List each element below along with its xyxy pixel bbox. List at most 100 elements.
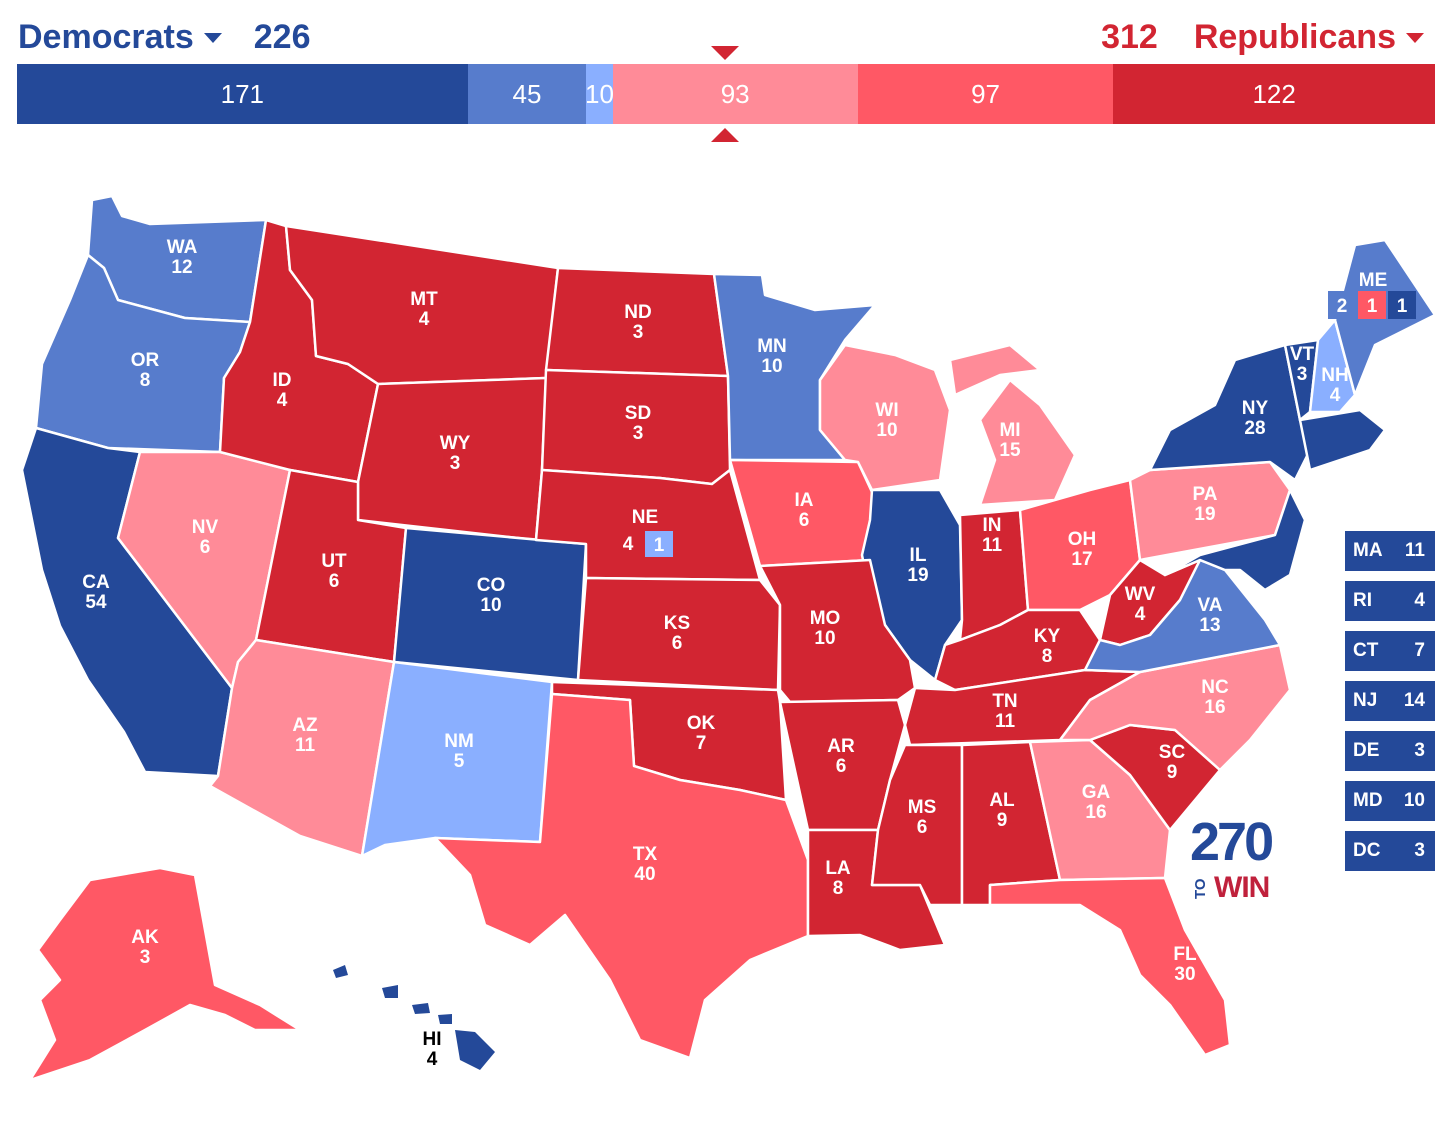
- state-label-fl: FL: [1173, 944, 1197, 965]
- small-state-abbr: RI: [1353, 590, 1372, 611]
- state-wv[interactable]: WV4: [1098, 558, 1202, 647]
- me-district-c-ev: 1: [1397, 296, 1408, 317]
- state-label-la: LA: [825, 858, 851, 879]
- state-label-ca: CA: [82, 572, 110, 593]
- republicans-dropdown[interactable]: 312 Republicans: [1101, 18, 1434, 57]
- ne-district-box[interactable]: [645, 531, 673, 557]
- state-ev-mn: 10: [761, 356, 782, 377]
- state-ev-ky: 8: [1042, 646, 1053, 667]
- state-wy[interactable]: WY3: [356, 376, 548, 542]
- state-ev-vt: 3: [1297, 364, 1308, 385]
- small-state-ct[interactable]: CT 7: [1345, 631, 1435, 671]
- state-ev-ak: 3: [140, 947, 151, 968]
- state-label-ky: KY: [1034, 626, 1061, 647]
- state-la[interactable]: LA8: [806, 828, 947, 952]
- democrats-label: Democrats: [18, 18, 194, 56]
- state-ev-ar: 6: [836, 756, 847, 777]
- state-label-sd: SD: [625, 403, 651, 424]
- state-ev-ks: 6: [672, 633, 683, 654]
- state-ev-ca: 54: [85, 592, 107, 613]
- state-ev-ia: 6: [799, 510, 810, 531]
- state-label-il: IL: [910, 545, 927, 566]
- small-state-de[interactable]: DE 3: [1345, 731, 1435, 771]
- state-ev-wa: 12: [171, 257, 192, 278]
- state-label-hi: HI: [423, 1029, 442, 1050]
- state-ks[interactable]: KS6: [576, 576, 782, 692]
- state-label-ok: OK: [687, 713, 716, 734]
- state-ev-tn: 11: [995, 711, 1016, 732]
- state-ev-ne: 4: [623, 534, 634, 555]
- bar-segment-lean-dem: 10: [586, 64, 613, 124]
- state-label-ga: GA: [1082, 782, 1111, 803]
- caret-down-icon: [1406, 32, 1424, 43]
- state-label-nm: NM: [444, 731, 474, 752]
- me-district-c[interactable]: [1388, 291, 1416, 319]
- state-ev-oh: 17: [1071, 549, 1092, 570]
- state-label-tx: TX: [633, 844, 658, 865]
- small-state-ri[interactable]: RI 4: [1345, 581, 1435, 621]
- state-nd[interactable]: ND3: [544, 266, 730, 378]
- small-state-abbr: NJ: [1353, 690, 1378, 711]
- state-ev-nc: 16: [1204, 697, 1225, 718]
- state-me[interactable]: ME 2 1 1: [1328, 238, 1437, 397]
- state-ky[interactable]: KY8: [933, 608, 1102, 692]
- state-label-vt: VT: [1290, 344, 1315, 365]
- state-label-ny: NY: [1242, 398, 1269, 419]
- small-state-ev: 3: [1414, 740, 1425, 761]
- state-ev-nv: 6: [200, 537, 211, 558]
- state-label-az: AZ: [292, 715, 318, 736]
- state-md-de-nj[interactable]: [1163, 488, 1307, 592]
- small-state-ev: 3: [1414, 840, 1425, 861]
- state-ev-wy: 3: [450, 453, 461, 474]
- state-nh[interactable]: NH4: [1308, 318, 1357, 414]
- state-label-id: ID: [273, 370, 292, 391]
- small-state-nj[interactable]: NJ 14: [1345, 681, 1435, 721]
- small-state-ev: 4: [1414, 590, 1425, 611]
- state-ev-nd: 3: [633, 322, 644, 343]
- small-state-abbr: DC: [1353, 840, 1381, 861]
- small-state-md[interactable]: MD 10: [1345, 781, 1435, 821]
- state-ia[interactable]: IA6: [728, 458, 887, 568]
- state-ev-nh: 4: [1330, 385, 1341, 406]
- state-label-or: OR: [131, 350, 160, 371]
- small-state-ev: 7: [1414, 640, 1425, 661]
- state-label-in: IN: [983, 515, 1002, 536]
- state-label-al: AL: [989, 790, 1015, 811]
- bar-segment-lean-rep: 97: [857, 64, 1114, 124]
- state-hi[interactable]: HI 4: [333, 965, 495, 1070]
- me-district-b[interactable]: [1358, 291, 1386, 319]
- small-state-ma[interactable]: MA 11: [1345, 531, 1435, 571]
- state-ev-il: 19: [907, 565, 928, 586]
- logo-to: TO: [1192, 878, 1209, 899]
- state-ak[interactable]: AK3: [28, 866, 302, 1082]
- me-district-a[interactable]: [1328, 291, 1356, 319]
- state-nm[interactable]: NM5: [360, 660, 554, 858]
- state-label-ms: MS: [908, 797, 937, 818]
- caret-down-icon: [203, 32, 222, 43]
- small-state-abbr: MD: [1353, 790, 1383, 811]
- state-label-mt: MT: [410, 289, 438, 310]
- state-label-nv: NV: [192, 517, 219, 538]
- state-label-pa: PA: [1193, 484, 1218, 505]
- small-state-dc[interactable]: DC 3: [1345, 831, 1435, 871]
- state-label-ak: AK: [131, 927, 159, 948]
- state-new-england-south[interactable]: [1298, 408, 1387, 472]
- state-sc[interactable]: SC9: [1088, 723, 1222, 832]
- state-sd[interactable]: SD3: [540, 368, 732, 486]
- democrats-dropdown[interactable]: Democrats 226: [18, 18, 310, 57]
- state-ev-co: 10: [480, 595, 501, 616]
- state-ev-az: 11: [295, 735, 316, 756]
